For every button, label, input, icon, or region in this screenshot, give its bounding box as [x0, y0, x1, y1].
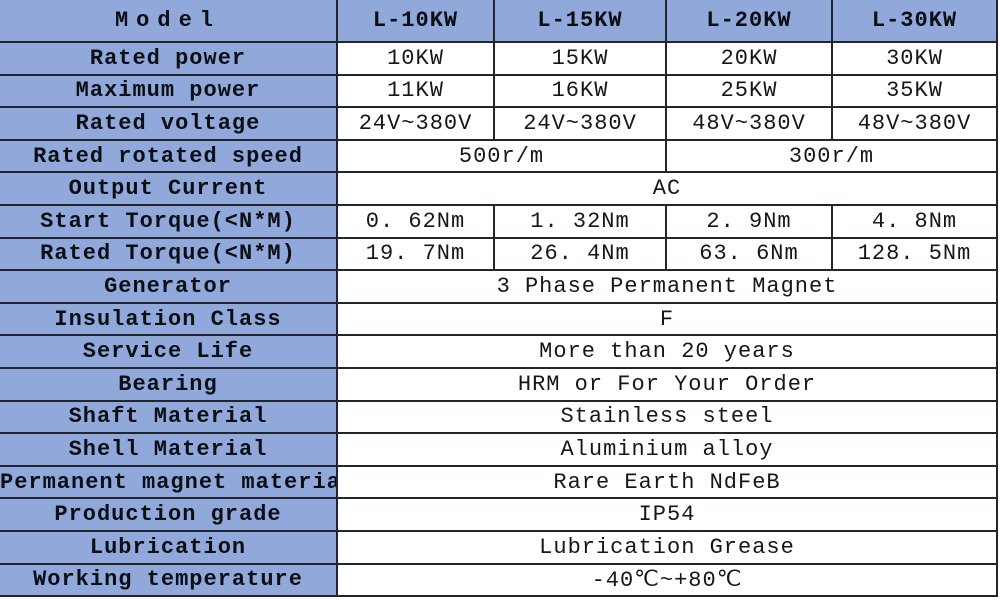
row-label-service-life: Service Life — [0, 334, 338, 369]
value-cell: Lubrication Grease — [336, 529, 998, 565]
table-row: Rated Torque(<N*M) 19. 7Nm 26. 4Nm 63. 6… — [0, 236, 998, 272]
table-row: Production grade IP54 — [0, 497, 998, 532]
value-cell: 11KW — [336, 73, 495, 109]
table-row: Working temperature -40℃~+80℃ — [0, 562, 998, 598]
value-cell: 1. 32Nm — [493, 203, 667, 239]
table-row: Rated rotated speed 500r/m 300r/m — [0, 138, 998, 174]
row-label-rated-torque: Rated Torque(<N*M) — [0, 236, 338, 272]
table-row: Output Current AC — [0, 171, 998, 206]
table-row: Permanent magnet material Rare Earth NdF… — [0, 464, 998, 500]
value-cell: 10KW — [336, 41, 495, 76]
table-row: Rated power 10KW 15KW 20KW 30KW — [0, 41, 998, 76]
value-cell: 0. 62Nm — [336, 203, 495, 239]
table-row: Start Torque(<N*M) 0. 62Nm 1. 32Nm 2. 9N… — [0, 203, 998, 239]
model-header-cell: Model — [0, 0, 338, 43]
table-row: Generator 3 Phase Permanent Magnet — [0, 269, 998, 304]
column-header-l-10kw: L-10KW — [336, 0, 495, 43]
row-label-rated-rotated-speed: Rated rotated speed — [0, 138, 338, 174]
table-row: Shell Material Aluminium alloy — [0, 432, 998, 467]
value-cell: F — [336, 301, 998, 337]
row-label-output-current: Output Current — [0, 171, 338, 206]
table-row: Bearing HRM or For Your Order — [0, 366, 998, 402]
value-cell: 35KW — [831, 73, 998, 109]
value-cell: 24V~380V — [493, 106, 667, 141]
row-label-shell-material: Shell Material — [0, 432, 338, 467]
value-cell: AC — [336, 171, 998, 206]
value-cell: Stainless steel — [336, 399, 998, 435]
row-label-rated-voltage: Rated voltage — [0, 106, 338, 141]
value-cell: 48V~380V — [831, 106, 998, 141]
table-row: Service Life More than 20 years — [0, 334, 998, 369]
value-cell: 26. 4Nm — [493, 236, 667, 272]
value-cell: 24V~380V — [336, 106, 495, 141]
table-row: Model L-10KW L-15KW L-20KW L-30KW — [0, 0, 998, 43]
value-cell: 4. 8Nm — [831, 203, 998, 239]
row-label-rated-power: Rated power — [0, 41, 338, 76]
row-label-start-torque: Start Torque(<N*M) — [0, 203, 338, 239]
row-label-shaft-material: Shaft Material — [0, 399, 338, 435]
table-row: Shaft Material Stainless steel — [0, 399, 998, 435]
column-header-l-30kw: L-30KW — [831, 0, 998, 43]
value-cell: 3 Phase Permanent Magnet — [336, 269, 998, 304]
column-header-l-20kw: L-20KW — [665, 0, 833, 43]
value-cell: 48V~380V — [665, 106, 833, 141]
value-cell: HRM or For Your Order — [336, 366, 998, 402]
row-label-lubrication: Lubrication — [0, 529, 338, 565]
table-row: Lubrication Lubrication Grease — [0, 529, 998, 565]
value-cell: More than 20 years — [336, 334, 998, 369]
value-cell: 15KW — [493, 41, 667, 76]
row-label-generator: Generator — [0, 269, 338, 304]
value-cell: 25KW — [665, 73, 833, 109]
row-label-permanent-magnet-material: Permanent magnet material — [0, 464, 338, 500]
row-label-insulation-class: Insulation Class — [0, 301, 338, 337]
value-cell: 500r/m — [336, 138, 667, 174]
value-cell: 30KW — [831, 41, 998, 76]
row-label-working-temperature: Working temperature — [0, 562, 338, 598]
table-row: Rated voltage 24V~380V 24V~380V 48V~380V… — [0, 106, 998, 141]
column-header-l-15kw: L-15KW — [493, 0, 667, 43]
value-cell: Aluminium alloy — [336, 432, 998, 467]
value-cell: 2. 9Nm — [665, 203, 833, 239]
value-cell: -40℃~+80℃ — [336, 562, 998, 598]
value-cell: 128. 5Nm — [831, 236, 998, 272]
value-cell: 19. 7Nm — [336, 236, 495, 272]
row-label-production-grade: Production grade — [0, 497, 338, 532]
table-row: Maximum power 11KW 16KW 25KW 35KW — [0, 73, 998, 109]
value-cell: 300r/m — [665, 138, 998, 174]
value-cell: 20KW — [665, 41, 833, 76]
row-label-maximum-power: Maximum power — [0, 73, 338, 109]
value-cell: Rare Earth NdFeB — [336, 464, 998, 500]
row-label-bearing: Bearing — [0, 366, 338, 402]
value-cell: 16KW — [493, 73, 667, 109]
table-row: Insulation Class F — [0, 301, 998, 337]
value-cell: 63. 6Nm — [665, 236, 833, 272]
value-cell: IP54 — [336, 497, 998, 532]
